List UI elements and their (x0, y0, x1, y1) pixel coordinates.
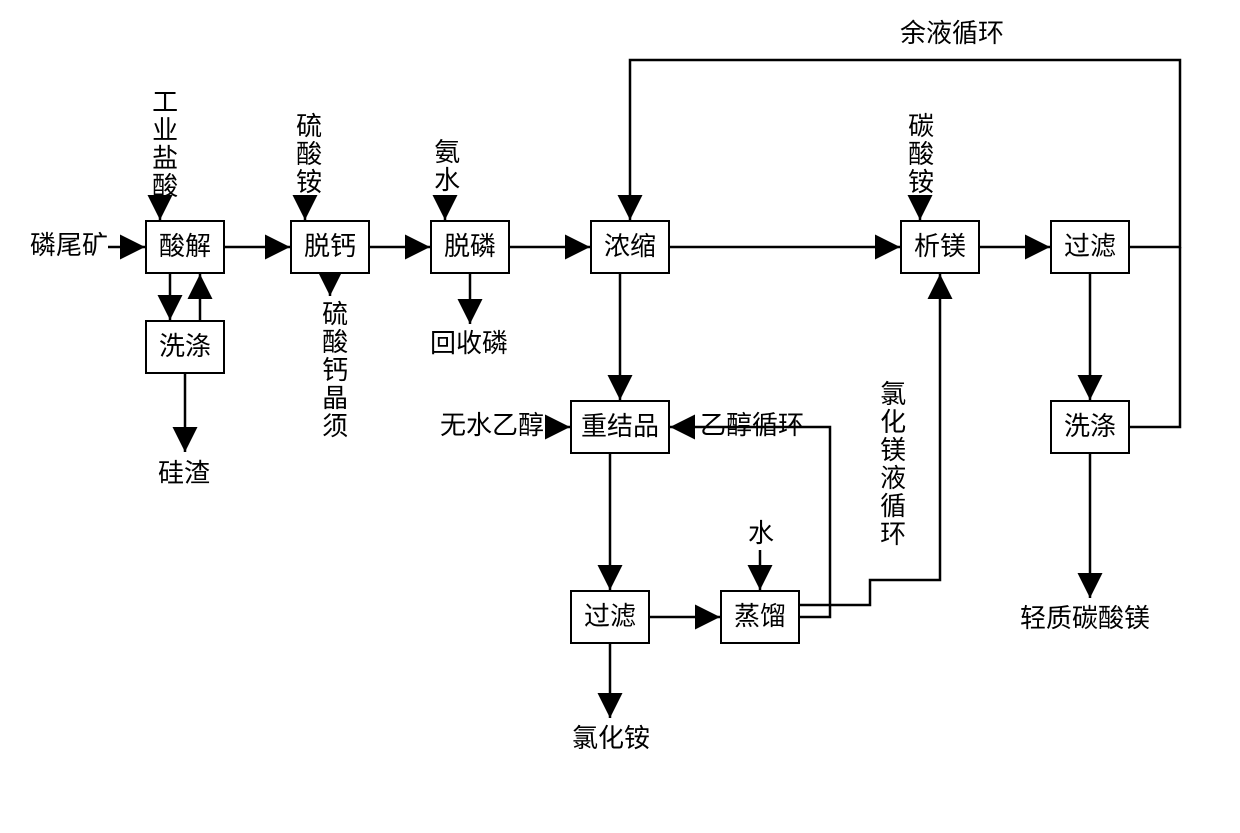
node-distill: 蒸馏 (720, 590, 800, 644)
label-si-slag: 硅渣 (158, 460, 210, 489)
node-label: 过滤 (1064, 233, 1116, 262)
node-label: 过滤 (584, 603, 636, 632)
label-water: 水 (748, 520, 774, 549)
label-anhyd-ethanol: 无水乙醇 (440, 412, 544, 441)
node-label: 蒸馏 (734, 603, 786, 632)
label-phos-tailings: 磷尾矿 (30, 232, 108, 261)
label-hcl: 工业盐酸 (148, 88, 177, 200)
node-wash2: 洗涤 (1050, 400, 1130, 454)
label-nh4cl: 氯化铵 (572, 725, 650, 754)
label-caso4-whisker: 硫酸钙晶须 (318, 300, 347, 440)
node-label: 浓缩 (604, 233, 656, 262)
node-label: 洗涤 (159, 333, 211, 362)
node-label: 酸解 (159, 233, 211, 262)
label-ammonia: 氨水 (430, 138, 459, 194)
label-mgcl2-cycle: 氯化镁液循环 (876, 380, 905, 548)
node-filter2: 过滤 (570, 590, 650, 644)
node-recryst: 重结品 (570, 400, 670, 454)
label-ammon-carb: 碳酸铵 (904, 112, 933, 196)
node-label: 洗涤 (1064, 413, 1116, 442)
node-precip-mg: 析镁 (900, 220, 980, 274)
node-decalcify: 脱钙 (290, 220, 370, 274)
node-acid-decomp: 酸解 (145, 220, 225, 274)
label-recover-p: 回收磷 (430, 330, 508, 359)
node-label: 重结品 (581, 413, 659, 442)
label-ethanol-cycle: 乙醇循环 (700, 412, 804, 441)
label-ammon-sulfate: 硫酸铵 (292, 112, 321, 196)
node-filter1: 过滤 (1050, 220, 1130, 274)
node-dephosphor: 脱磷 (430, 220, 510, 274)
node-label: 析镁 (914, 233, 966, 262)
node-label: 脱钙 (304, 233, 356, 262)
node-label: 脱磷 (444, 233, 496, 262)
node-wash1: 洗涤 (145, 320, 225, 374)
label-top-recycle: 余液循环 (900, 20, 1004, 49)
node-concentrate: 浓缩 (590, 220, 670, 274)
label-light-mgco3: 轻质碳酸镁 (1020, 605, 1150, 634)
